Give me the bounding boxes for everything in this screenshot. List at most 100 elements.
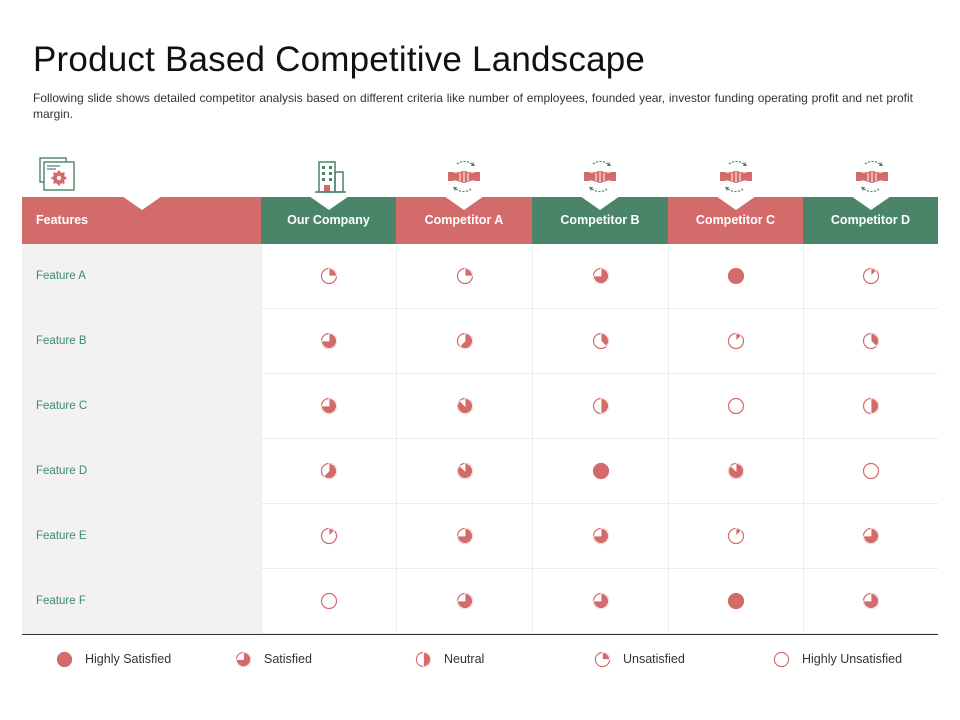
legend-label: Highly Unsatisfied (802, 652, 903, 666)
rating-pie-icon (456, 397, 473, 415)
rating-pie-icon (320, 592, 338, 610)
rating-cell (396, 374, 532, 439)
rating-pie-icon (320, 267, 338, 285)
page-title: Product Based Competitive Landscape (33, 40, 646, 79)
rating-cell (261, 504, 396, 569)
feature-label: Feature F (36, 595, 86, 607)
legend-label: Unsatisfied (623, 652, 685, 666)
table-row: Feature F (22, 569, 938, 634)
rating-cell (532, 569, 668, 634)
rating-cell (803, 569, 938, 634)
header-notch (121, 196, 162, 210)
header-notch (444, 196, 484, 210)
rating-pie-icon (456, 592, 473, 610)
rating-cell (532, 439, 668, 504)
header-notch (308, 196, 349, 210)
office-building-icon (315, 161, 346, 193)
rating-pie-icon (56, 651, 73, 668)
header-label: Competitor A (424, 213, 504, 227)
rating-pie-icon (320, 332, 338, 350)
page-subtitle: Following slide shows detailed competito… (33, 91, 913, 121)
rating-pie-icon (727, 462, 745, 480)
legend-label: Highly Satisfied (85, 652, 172, 666)
legend: Highly Satisfied Satisfied Neutral Unsat… (0, 648, 960, 672)
rating-pie-icon (862, 332, 880, 350)
rating-pie-icon (592, 397, 609, 415)
rating-pie-icon (320, 462, 338, 480)
rating-cell (396, 309, 532, 374)
table-header: Features Our Company Competitor A Compet… (22, 196, 938, 244)
rating-pie-icon (727, 527, 745, 545)
rating-pie-icon (456, 267, 473, 285)
rating-cell (261, 569, 396, 634)
header-competitor-b: Competitor B (532, 196, 668, 244)
handshake-icon (584, 160, 616, 193)
rating-cell (803, 374, 938, 439)
rating-cell (261, 244, 396, 309)
rating-pie-icon (592, 332, 609, 350)
rating-cell (261, 374, 396, 439)
table-row: Feature B (22, 309, 938, 374)
header-icon-row (0, 150, 960, 210)
rating-cell (803, 244, 938, 309)
rating-cell (532, 244, 668, 309)
rating-pie-icon (415, 651, 432, 668)
rating-pie-icon (862, 462, 880, 480)
handshake-icon (856, 160, 888, 193)
rating-cell (668, 504, 803, 569)
feature-label: Feature B (36, 335, 87, 347)
feature-label: Feature D (36, 465, 88, 477)
rating-cell (803, 504, 938, 569)
table-row: Feature A (22, 244, 938, 309)
table-bottom-rule (22, 634, 938, 635)
rating-pie-icon (456, 462, 473, 480)
handshake-icon (720, 160, 752, 193)
rating-pie-icon (235, 651, 252, 668)
header-features: Features (22, 196, 261, 244)
header-our-company: Our Company (261, 196, 396, 244)
rating-cell (532, 504, 668, 569)
table-row: Feature D (22, 439, 938, 504)
feature-label: Feature A (36, 270, 86, 282)
rating-cell (668, 569, 803, 634)
header-notch (850, 196, 891, 210)
rating-cell (396, 244, 532, 309)
rating-cell (668, 309, 803, 374)
rating-pie-icon (773, 651, 790, 668)
rating-pie-icon (727, 332, 745, 350)
header-label: Competitor D (830, 213, 911, 227)
header-competitor-d: Competitor D (803, 196, 938, 244)
rating-cell (668, 439, 803, 504)
rating-pie-icon (862, 527, 880, 545)
header-label: Our Company (287, 213, 370, 227)
rating-pie-icon (456, 332, 473, 350)
header-label: Competitor C (695, 213, 776, 227)
header-competitor-a: Competitor A (396, 196, 532, 244)
settings-document-icon (39, 157, 75, 191)
feature-column (22, 244, 261, 634)
rating-pie-icon (862, 267, 880, 285)
header-label: Features (36, 213, 89, 227)
rating-pie-icon (592, 592, 609, 610)
rating-cell (396, 439, 532, 504)
feature-label: Feature E (36, 530, 87, 542)
legend-label: Satisfied (264, 652, 312, 666)
handshake-icon (448, 160, 480, 193)
rating-cell (396, 569, 532, 634)
rating-pie-icon (592, 267, 609, 285)
rating-cell (803, 439, 938, 504)
header-notch (580, 196, 620, 210)
rating-pie-icon (320, 397, 338, 415)
rating-cell (668, 374, 803, 439)
table-row: Feature E (22, 504, 938, 569)
rating-cell (396, 504, 532, 569)
rating-cell (668, 244, 803, 309)
rating-cell (803, 309, 938, 374)
rating-cell (532, 309, 668, 374)
header-notch (715, 196, 756, 210)
feature-label: Feature C (36, 400, 88, 412)
header-label: Competitor B (560, 213, 640, 227)
rating-cell (532, 374, 668, 439)
rating-pie-icon (862, 592, 880, 610)
header-competitor-c: Competitor C (668, 196, 803, 244)
